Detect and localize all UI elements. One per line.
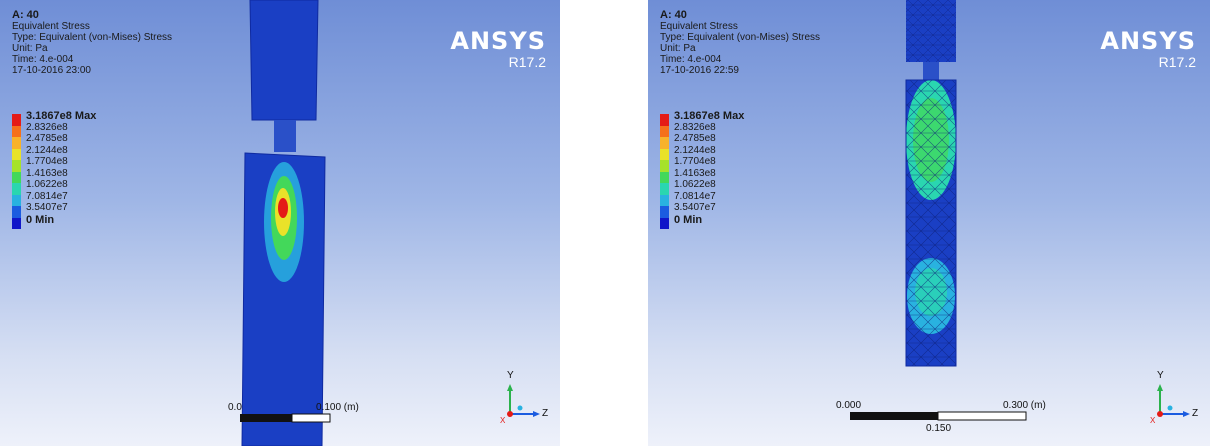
result-line: Type: Equivalent (von-Mises) Stress — [660, 32, 821, 43]
result-info-right: A: 40 Equivalent Stress Type: Equivalent… — [660, 9, 821, 77]
legend-label: 2.4785e8 — [26, 133, 68, 144]
result-line: Type: Equivalent (von-Mises) Stress — [12, 32, 173, 43]
legend-swatch — [660, 148, 669, 160]
brand-name: ANSYS — [450, 27, 546, 55]
axis-triad-icon — [1157, 384, 1190, 417]
axis-z-label: Z — [542, 408, 549, 419]
legend-label: 7.0814e7 — [674, 190, 716, 202]
legend-label: 7.0814e7 — [26, 190, 68, 202]
axis-triad-left[interactable]: Y Z X — [498, 370, 549, 430]
legend-swatch — [12, 137, 21, 149]
legend-label: 1.0622e8 — [674, 179, 716, 190]
legend-label: 1.7704e8 — [674, 156, 716, 167]
legend-swatch — [660, 217, 669, 229]
scale-end-label: 0.300 (m) — [1003, 400, 1046, 411]
legend-swatch — [660, 206, 669, 218]
legend-label: 2.8326e8 — [674, 121, 716, 133]
legend-label: 3.1867e8 Max — [26, 110, 97, 122]
legend-swatch — [12, 194, 21, 206]
scale-bar-dark-right — [850, 412, 938, 420]
result-line: 17-10-2016 22:59 — [660, 65, 739, 76]
legend-swatch — [660, 125, 669, 137]
result-title: A: 40 — [12, 9, 39, 21]
model-geometry-right — [850, 0, 1027, 421]
axis-y-label: Y — [507, 370, 514, 381]
legend-label: 3.5407e7 — [674, 202, 716, 213]
scale-bar-dark-left — [240, 414, 292, 422]
axis-z-label: Z — [1192, 408, 1199, 419]
legend-label: 2.1244e8 — [674, 144, 716, 156]
brand-version: R17.2 — [508, 54, 546, 70]
legend-swatch — [660, 171, 669, 183]
legend-label: 1.0622e8 — [26, 179, 68, 190]
legend-label: 2.1244e8 — [26, 144, 68, 156]
legend-swatch — [12, 160, 21, 172]
legend-label: 0 Min — [674, 213, 703, 226]
legend-label: 2.8326e8 — [26, 121, 68, 133]
legend-swatch — [12, 171, 21, 183]
legend-swatch — [660, 183, 669, 195]
ansys-logo-right: ANSYS R17.2 — [1100, 28, 1196, 70]
viewport-right[interactable]: A: 40 Equivalent Stress Type: Equivalent… — [648, 0, 1210, 446]
legend-swatch — [12, 125, 21, 137]
model-geometry-left — [240, 0, 331, 446]
legend-swatch — [12, 183, 21, 195]
legend-label: 2.4785e8 — [674, 133, 716, 144]
scale-mid-label: 0.150 — [926, 423, 952, 434]
axis-triad-right[interactable]: Y Z X — [1148, 370, 1200, 430]
result-line: 17-10-2016 23:00 — [12, 65, 91, 76]
legend-label: 1.4163e8 — [674, 167, 716, 179]
axis-x-label: X — [500, 416, 506, 425]
result-title: A: 40 — [660, 9, 687, 21]
scale-bar-light-left — [291, 413, 331, 423]
viewport-left[interactable]: A: 40 Equivalent Stress Type: Equivalent… — [0, 0, 560, 446]
axis-triad-icon — [507, 384, 540, 417]
result-info-left: A: 40 Equivalent Stress Type: Equivalent… — [12, 9, 173, 77]
scale-start-label: 0.0 — [228, 402, 242, 413]
result-line: Equivalent Stress — [660, 21, 738, 32]
scale-bar-light-right — [937, 411, 1027, 421]
ansys-logo-left: ANSYS R17.2 — [450, 28, 546, 70]
legend-label: 1.7704e8 — [26, 156, 68, 167]
axis-y-label: Y — [1157, 370, 1164, 381]
result-line: Unit: Pa — [12, 43, 48, 54]
legend-swatch — [660, 194, 669, 206]
legend-swatch — [660, 137, 669, 149]
legend-label: 3.5407e7 — [26, 202, 68, 213]
legend-swatch — [660, 160, 669, 172]
result-line: Equivalent Stress — [12, 21, 90, 32]
legend-swatch — [12, 148, 21, 160]
legend-swatch — [12, 114, 21, 126]
brand-name: ANSYS — [1100, 27, 1196, 55]
legend-label: 1.4163e8 — [26, 167, 68, 179]
result-line: Time: 4.e-004 — [660, 54, 722, 65]
legend-swatch — [12, 217, 21, 229]
scale-end-label: 0.100 (m) — [316, 402, 359, 413]
axis-x-label: X — [1150, 416, 1156, 425]
result-line: Time: 4.e-004 — [12, 54, 74, 65]
result-line: Unit: Pa — [660, 43, 696, 54]
legend-label: 0 Min — [26, 213, 55, 226]
legend-swatch — [12, 206, 21, 218]
brand-version: R17.2 — [1158, 54, 1196, 70]
scale-start-label: 0.000 — [836, 400, 862, 411]
legend-label: 3.1867e8 Max — [674, 110, 745, 122]
legend-swatch — [660, 114, 669, 126]
